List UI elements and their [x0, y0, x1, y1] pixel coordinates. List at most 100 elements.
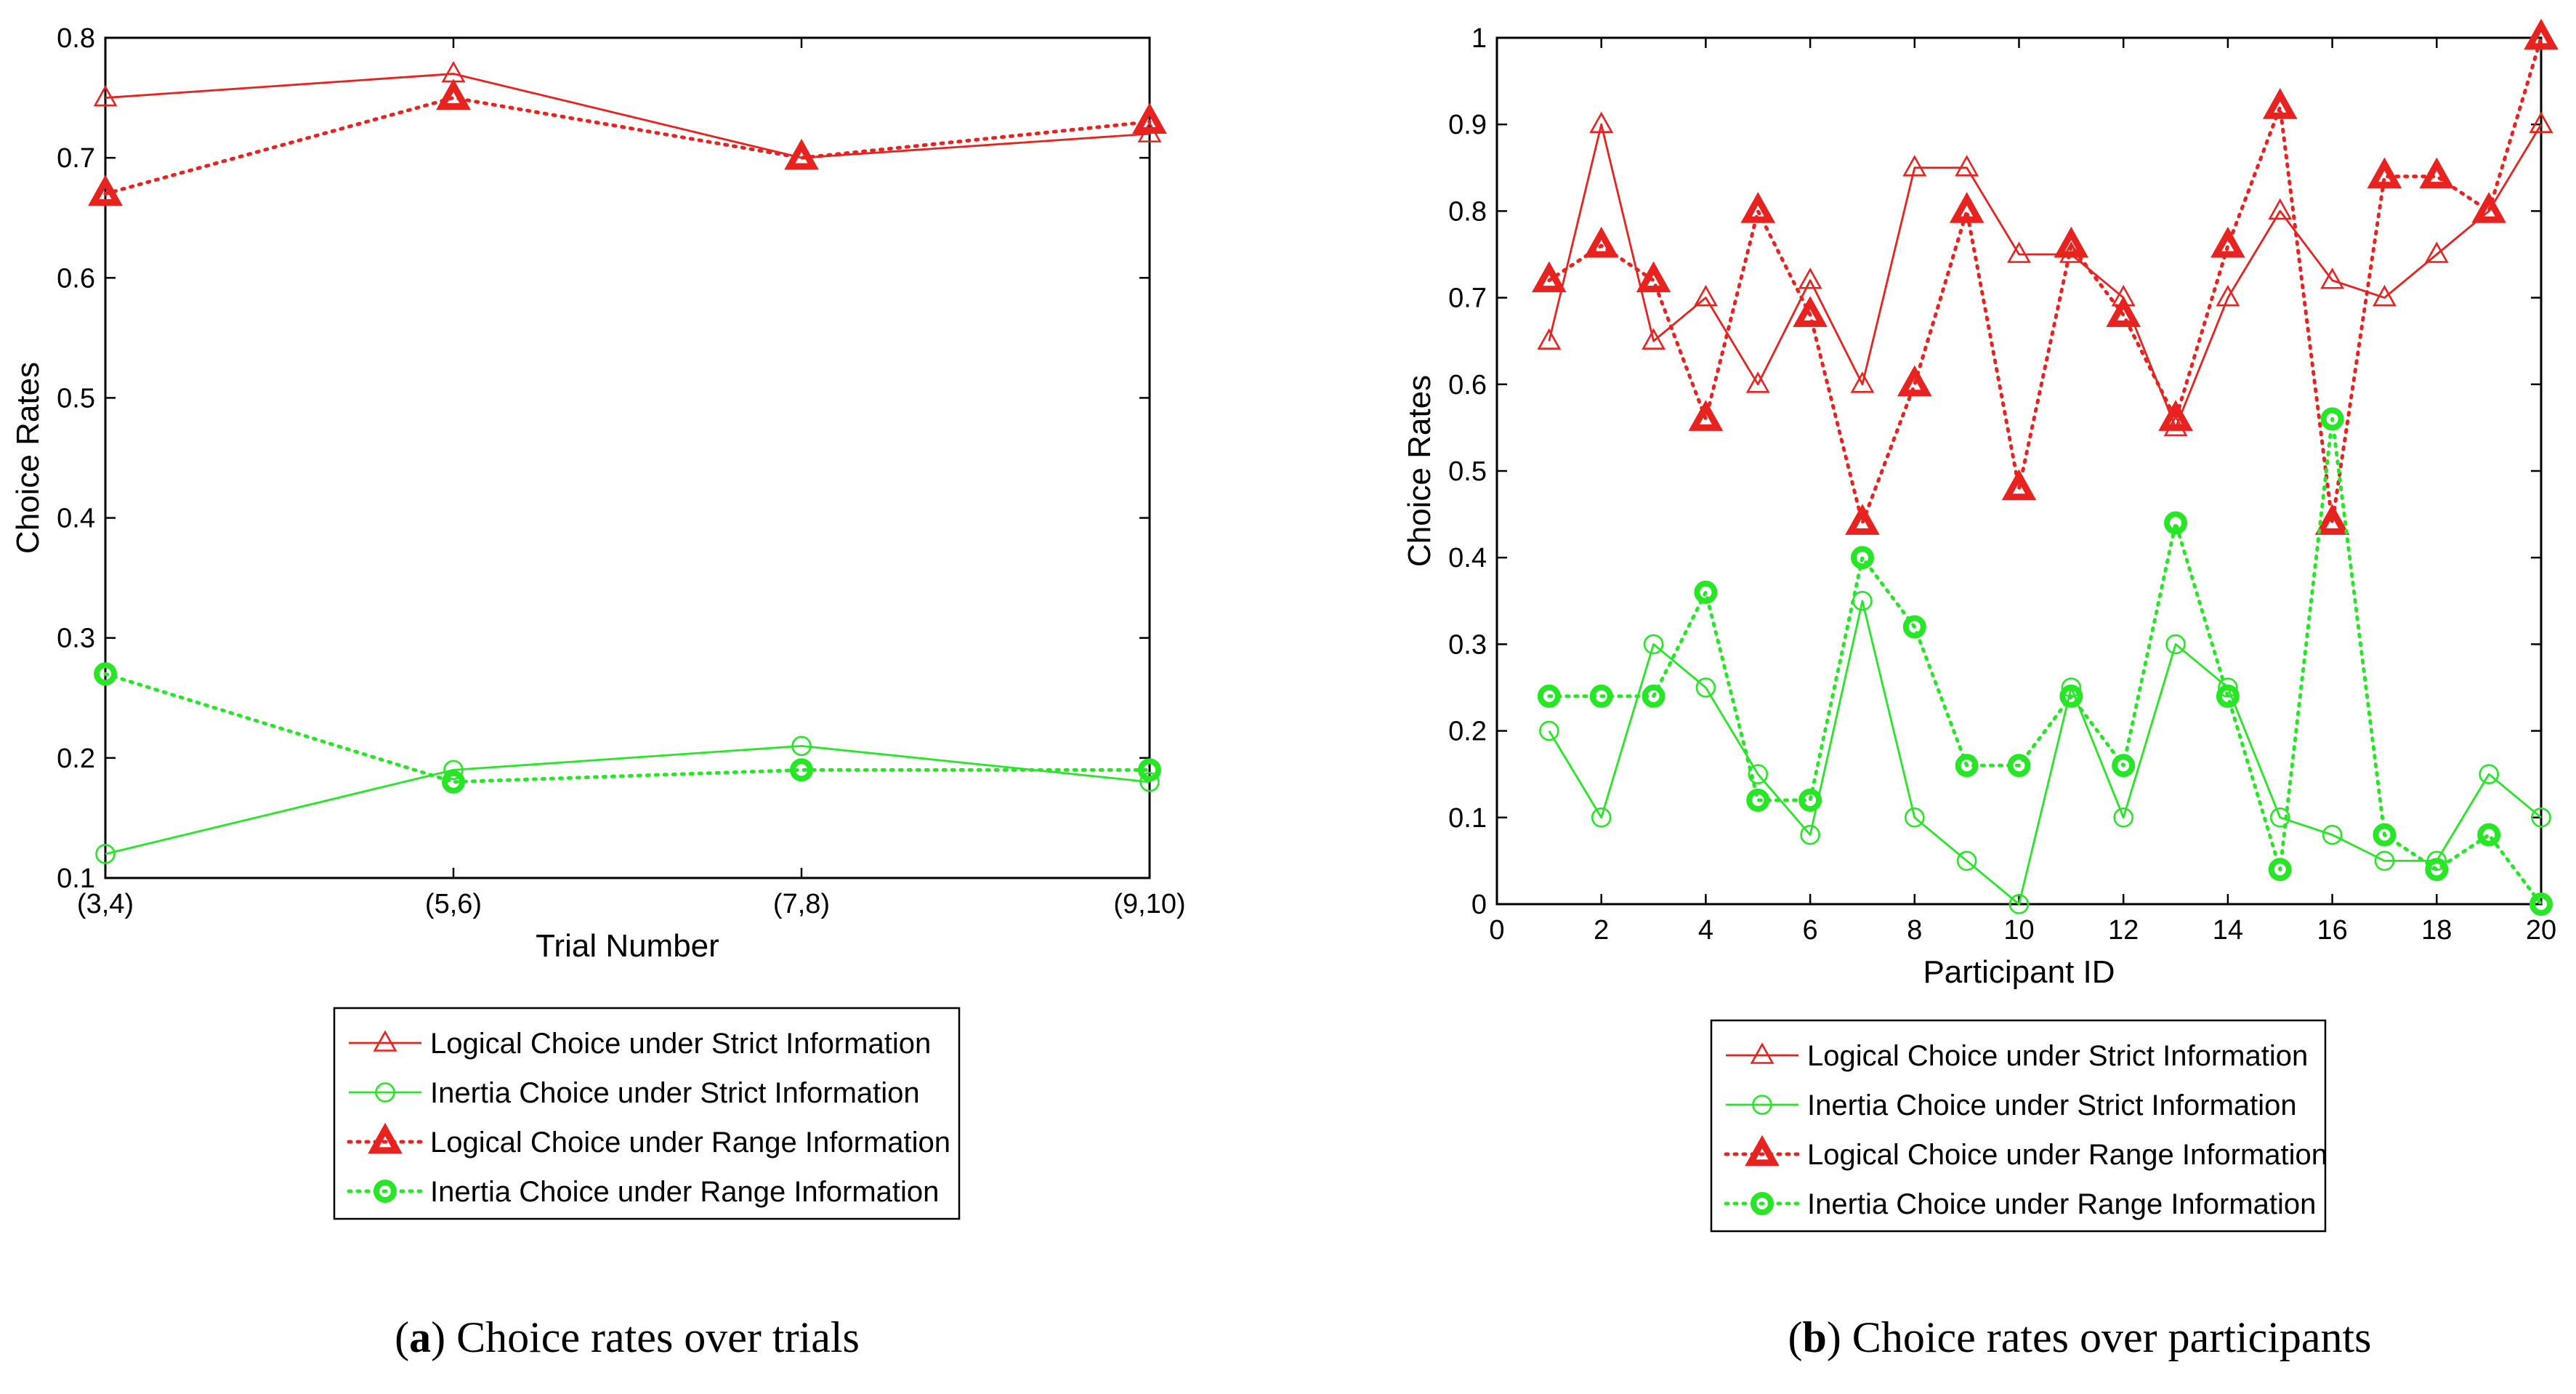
data-point: [1800, 824, 1820, 845]
data-point: [1642, 684, 1665, 708]
caption-paren-close: ): [431, 1313, 456, 1361]
y-tick-label: 0.7: [57, 143, 95, 174]
data-point: [1902, 155, 1927, 177]
y-tick-label: 0.6: [1448, 370, 1487, 400]
x-tick-label: 16: [2317, 915, 2347, 946]
data-point: [2158, 400, 2193, 431]
data-point: [2113, 807, 2133, 828]
x-tick-label: (5,6): [425, 889, 482, 919]
legend-marker: [374, 1180, 397, 1203]
caption-letter: a: [409, 1313, 431, 1361]
y-tick-label: 0.1: [1448, 803, 1487, 834]
x-tick-label: 18: [2421, 915, 2452, 946]
x-tick-label: 10: [2003, 915, 2034, 946]
data-point: [2216, 684, 2240, 708]
data-point: [2529, 111, 2553, 133]
data-point: [442, 770, 465, 794]
data-point: [1139, 772, 1160, 792]
legend-label: Logical Choice under Range Information: [1807, 1139, 2327, 1171]
data-point: [2216, 284, 2240, 307]
data-point: [1693, 284, 1718, 307]
y-tick-label: 0.8: [57, 23, 95, 54]
data-point: [2471, 192, 2506, 223]
data-point: [1793, 296, 1828, 327]
data-point: [1537, 684, 1561, 708]
x-axis-label: Participant ID: [1923, 954, 2115, 990]
data-point: [2164, 511, 2188, 535]
data-point: [2320, 267, 2345, 289]
data-point: [1798, 788, 1822, 812]
data-point: [1905, 807, 1925, 828]
data-point: [1583, 226, 1619, 258]
x-tick-label: 14: [2213, 915, 2243, 946]
series-2: [88, 78, 1167, 206]
x-tick-label: 0: [1489, 915, 1504, 946]
legend-marker: [1751, 1192, 1774, 1215]
data-point: [2007, 241, 2031, 263]
y-tick-label: 1: [1471, 23, 1487, 54]
legend-label: Inertia Choice under Range Information: [1807, 1188, 2316, 1220]
data-point: [784, 138, 819, 170]
data-point: [1589, 684, 1613, 708]
data-point: [1589, 111, 1614, 133]
data-point: [1642, 328, 1666, 350]
y-tick-label: 0.1: [57, 863, 95, 894]
data-point: [2374, 850, 2395, 871]
data-point: [1636, 261, 1671, 293]
legend-marker: [368, 1122, 403, 1154]
data-point: [1745, 371, 1770, 393]
data-point: [1138, 758, 1161, 782]
x-tick-label: 8: [1907, 915, 1922, 946]
series-1: [95, 736, 1160, 864]
data-point: [1643, 634, 1664, 655]
x-tick-label: 2: [1594, 915, 1609, 946]
data-point: [443, 760, 464, 781]
y-tick-label: 0.5: [1448, 456, 1487, 487]
data-point: [1746, 788, 1770, 812]
data-point: [2106, 296, 2141, 327]
data-point: [2372, 284, 2397, 307]
data-point: [2165, 634, 2186, 655]
series-3: [1537, 407, 2553, 916]
legend-label: Inertia Choice under Strict Information: [1807, 1089, 2297, 1121]
data-point: [1591, 807, 1612, 828]
data-point: [1956, 850, 1977, 871]
data-point: [2112, 754, 2136, 778]
caption-text: Choice rates over trials: [456, 1313, 860, 1361]
data-point: [2424, 241, 2449, 263]
data-point: [2262, 88, 2298, 119]
data-point: [2008, 894, 2030, 914]
x-tick-label: 20: [2526, 915, 2556, 946]
legend-marker: [1745, 1135, 1780, 1167]
data-point: [2425, 858, 2449, 882]
series-line: [1547, 416, 2543, 906]
y-tick-label: 0.7: [1448, 283, 1487, 314]
data-point: [2001, 469, 2037, 501]
data-point: [2210, 226, 2245, 258]
y-tick-label: 0.4: [1448, 543, 1487, 573]
legend-marker: [1750, 1042, 1774, 1064]
series-line: [105, 73, 1150, 159]
legend-label: Logical Choice under Range Information: [430, 1127, 950, 1159]
y-tick-label: 0.2: [1448, 717, 1487, 747]
y-tick-label: 0.4: [57, 504, 95, 534]
series-line: [1548, 123, 2543, 429]
y-tick-label: 0.6: [57, 263, 95, 294]
data-point: [1850, 546, 1874, 570]
legend-marker: [373, 1030, 397, 1052]
caption: (b) Choice rates over participants: [1788, 1313, 2371, 1361]
y-tick-label: 0.3: [57, 624, 95, 654]
data-point: [1532, 261, 1567, 293]
data-point: [1748, 764, 1769, 784]
y-tick-label: 0.5: [57, 383, 95, 414]
data-point: [2269, 807, 2290, 828]
data-point: [790, 758, 813, 782]
data-point: [1850, 371, 1875, 393]
data-point: [1695, 677, 1716, 698]
data-point: [1688, 400, 1724, 431]
data-point: [1694, 580, 1718, 604]
data-point: [2529, 893, 2553, 916]
data-point: [2477, 823, 2501, 847]
legend-label: Logical Choice under Strict Information: [430, 1028, 931, 1060]
data-point: [2479, 764, 2499, 784]
